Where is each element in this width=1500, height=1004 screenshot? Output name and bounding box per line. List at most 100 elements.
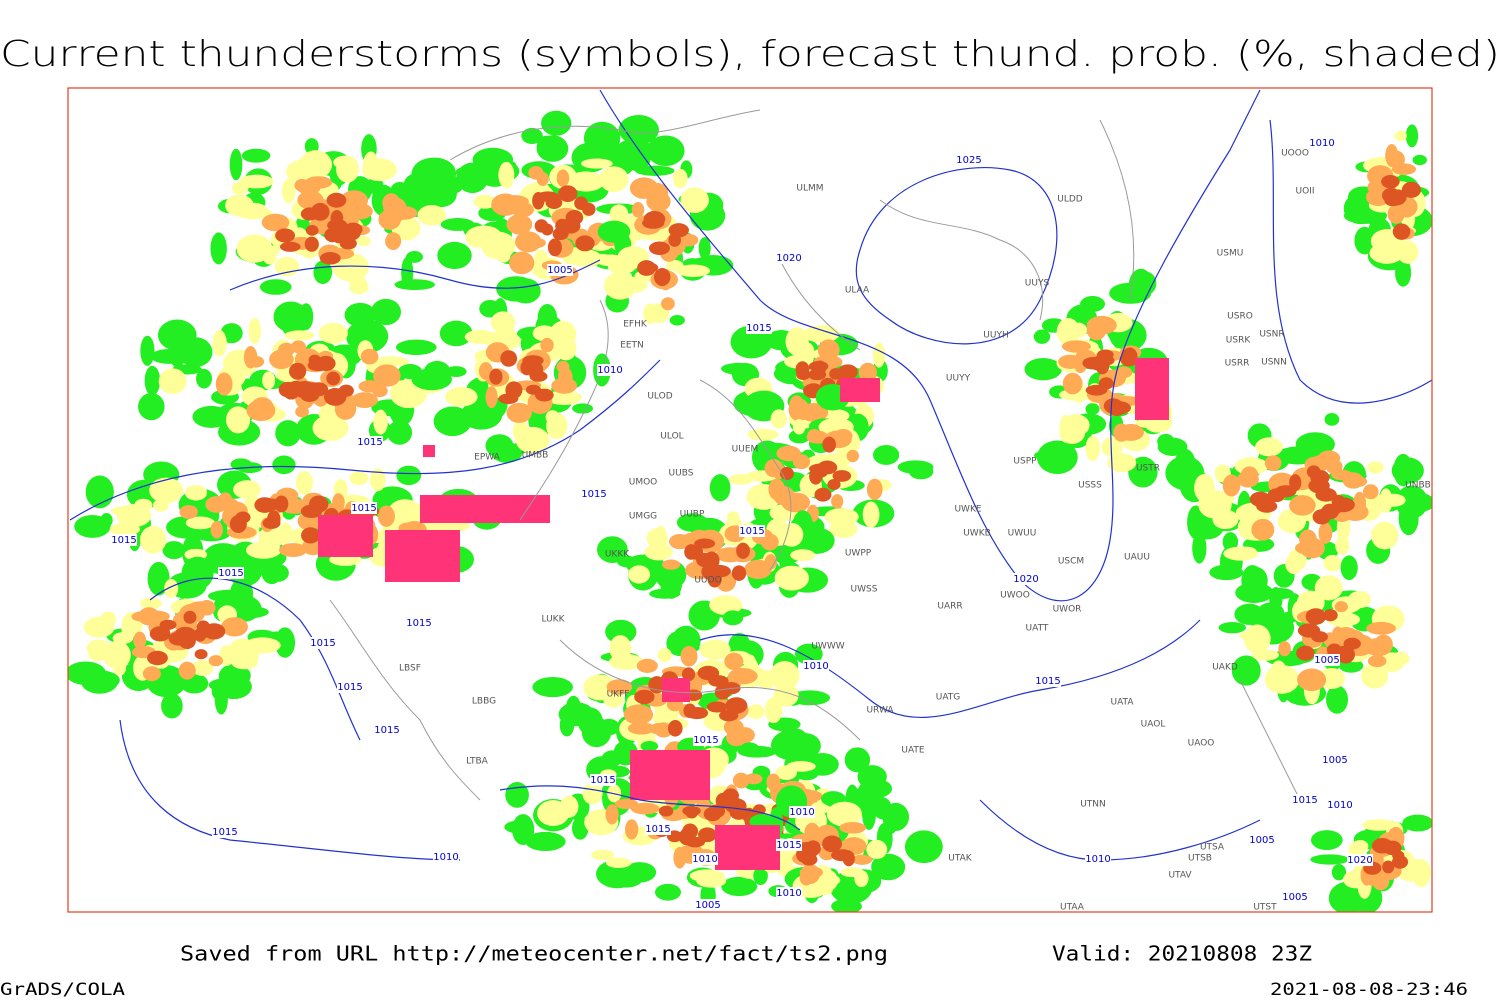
shade-cell (1289, 474, 1302, 492)
shade-cell (1299, 529, 1317, 549)
isobar-label-bg (590, 774, 616, 786)
isobar-label: 1015 (1292, 795, 1317, 806)
shade-cell (1218, 622, 1247, 634)
shade-cell (581, 202, 596, 216)
shade-cell (525, 384, 541, 395)
isobar-label: 1005 (1314, 655, 1339, 666)
shade-cell (139, 597, 162, 610)
shade-cell (1264, 455, 1282, 471)
shade-cell (609, 635, 632, 662)
station-label: UAUU (1124, 553, 1150, 563)
shade-cell (1024, 357, 1062, 381)
shade-cell (1367, 461, 1384, 474)
isobar-label-bg (1035, 675, 1061, 687)
isobar-label: 1005 (1322, 755, 1347, 766)
shade-cell (261, 213, 290, 232)
shade-cell (228, 638, 257, 663)
shade-cell (729, 473, 753, 485)
shade-cell (773, 683, 799, 707)
isobar-label-bg (1292, 794, 1318, 806)
shade-cell (606, 679, 633, 695)
shade-cell (1085, 403, 1100, 415)
shade-cell (532, 676, 573, 698)
shade-cell (225, 194, 254, 217)
isobar-label-bg (357, 436, 383, 448)
shade-cell (829, 368, 843, 380)
shade-cell (685, 706, 709, 720)
shade-cell (258, 526, 283, 551)
shade-cell (536, 135, 569, 162)
station-label: LUKK (542, 615, 566, 625)
shade-cell (210, 521, 223, 539)
shade-cell (1237, 471, 1259, 488)
shade-cell (439, 320, 473, 347)
isobar-label: 1025 (956, 155, 981, 166)
station-label: EPWA (474, 453, 501, 463)
shade-cell (788, 398, 810, 422)
shade-cell (904, 830, 943, 864)
shade-cell (1385, 143, 1399, 167)
shade-cell (281, 179, 296, 204)
station-label: URWA (866, 706, 894, 716)
shade-cell (140, 335, 155, 366)
shade-cell (1314, 575, 1343, 601)
shade-cell (753, 866, 768, 886)
shade-cell (565, 210, 584, 226)
shade-cell (761, 533, 779, 551)
shade-cell (646, 135, 685, 167)
shade-cell (558, 702, 595, 727)
shade-cell (1269, 586, 1283, 612)
shade-cell (259, 279, 292, 295)
shade-cell (646, 528, 666, 548)
shade-cell (839, 822, 867, 834)
station-label: UMGG (629, 512, 657, 522)
shade-cell (1318, 522, 1333, 544)
isobar-label: 1015 (337, 682, 362, 693)
shade-cell (681, 667, 696, 682)
station-label: UWUU (1008, 529, 1037, 539)
shade-cell (776, 445, 801, 462)
shade-cell (298, 384, 315, 400)
shade-cell (149, 477, 184, 504)
station-label: UAOL (1141, 720, 1166, 730)
shade-cell (794, 643, 823, 665)
shade-cell (387, 420, 413, 445)
shade-cell (721, 876, 758, 897)
shade-cell (437, 241, 472, 270)
shade-cell (676, 264, 711, 277)
station-label: USMU (1217, 249, 1244, 259)
shade-cell (808, 360, 829, 372)
shade-cell (1315, 487, 1337, 502)
shade-cell (634, 689, 655, 705)
shade-cell (272, 455, 296, 475)
shade-cell (1326, 459, 1343, 475)
shade-cell (332, 493, 345, 512)
shade-cell (1379, 652, 1405, 673)
shade-cell (551, 377, 578, 394)
isobar-label: 1015 (374, 725, 399, 736)
shade-cell (1392, 850, 1405, 861)
shade-cell (230, 578, 254, 609)
shade-cell (295, 470, 314, 495)
shade-cell (842, 850, 855, 867)
shade-cell (162, 541, 186, 560)
isobar-label-bg (310, 637, 336, 649)
shade-cell (1231, 655, 1261, 686)
isobar-label: 1010 (1309, 138, 1334, 149)
shade-cell (411, 368, 452, 391)
isobar-label: 1010 (433, 852, 458, 863)
shade-cell (226, 406, 251, 434)
shade-cell (774, 565, 809, 591)
shade-cell (1107, 453, 1137, 473)
isobar-label: 1020 (776, 253, 801, 264)
shade-cell (109, 522, 141, 536)
shade-cell (534, 219, 549, 233)
shade-cell (290, 340, 306, 354)
station-label: EETN (620, 341, 644, 351)
shade-cell (174, 626, 196, 641)
shade-cell (208, 655, 223, 667)
isobar-label-bg (776, 887, 802, 899)
shade-cell (555, 218, 569, 233)
shade-cell (164, 578, 179, 599)
